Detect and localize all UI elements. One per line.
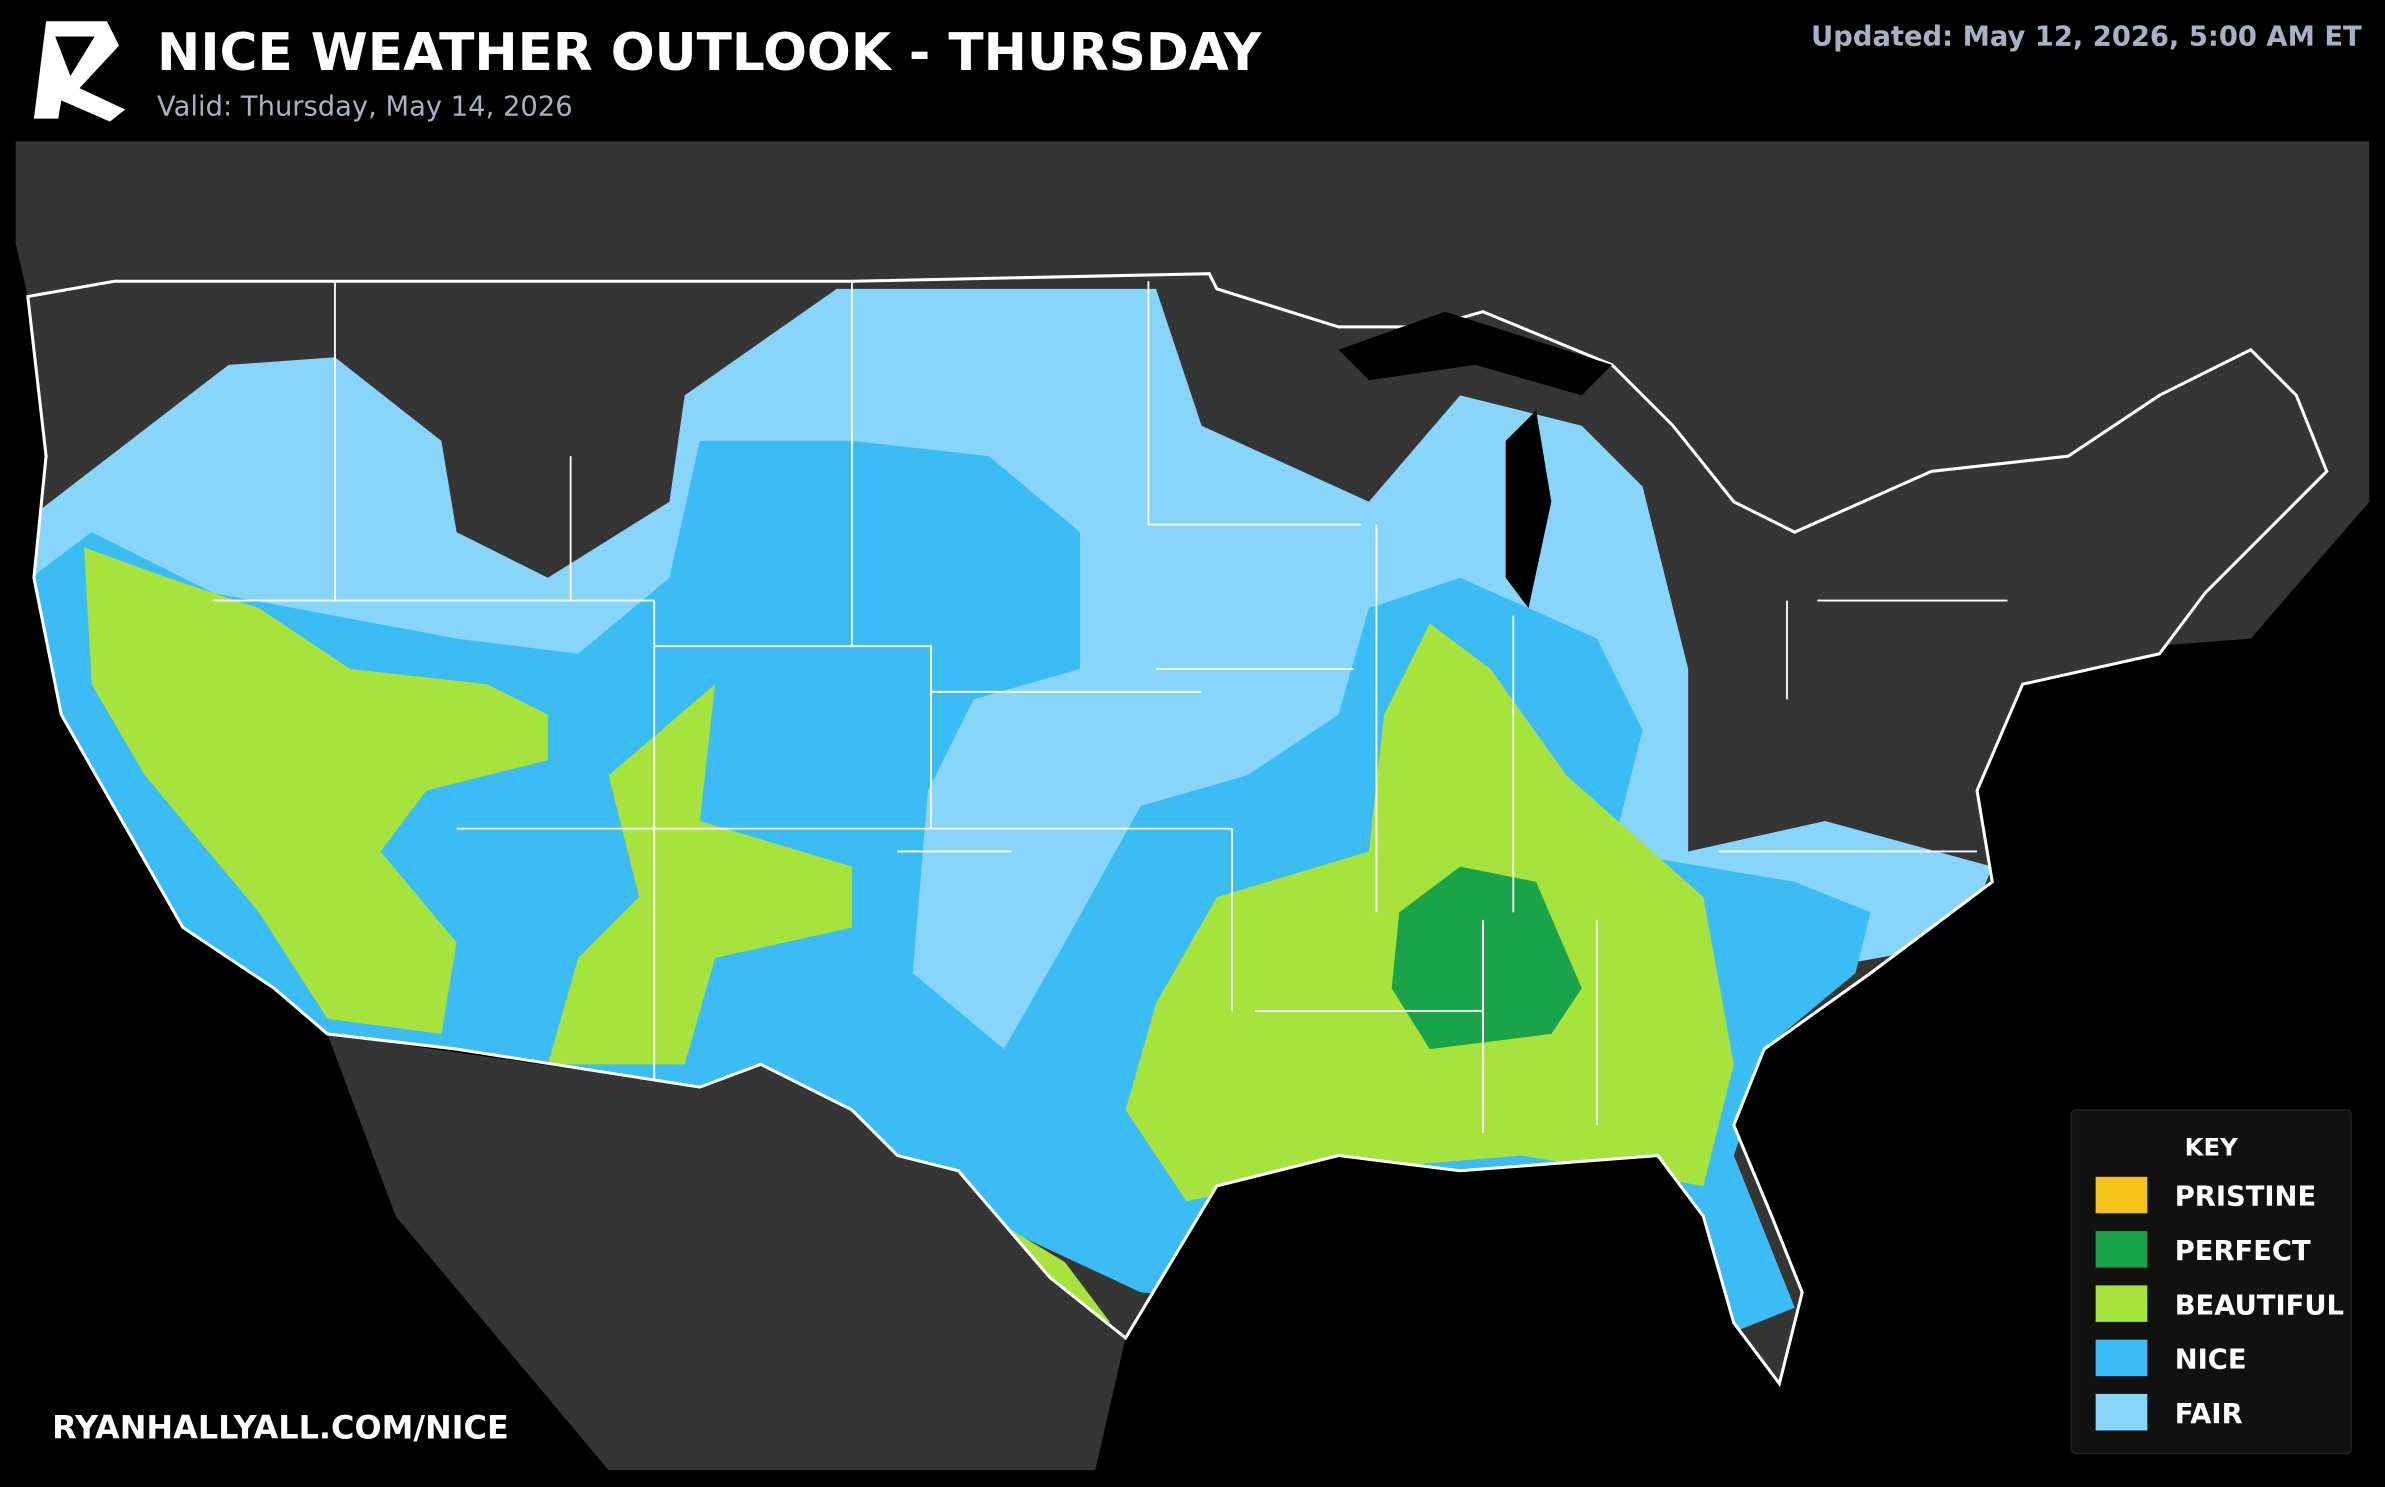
legend-label: BEAUTIFUL (2175, 1290, 2344, 1321)
state-lines (213, 281, 2008, 1133)
updated: Updated: May 12, 2026, 5:00 AM ET (1811, 22, 2362, 53)
legend-label: NICE (2175, 1345, 2247, 1376)
footer-url: RYANHALLYALL.COM/NICE (52, 1408, 509, 1446)
logo-mark (33, 21, 126, 122)
zone-beautiful (84, 547, 548, 1034)
legend-swatch (2095, 1339, 2148, 1377)
legend-title: KEY (2185, 1133, 2238, 1162)
map (15, 141, 2370, 1471)
logo-cut (55, 36, 95, 77)
lake-michigan (1505, 410, 1552, 609)
legend-swatch (2095, 1285, 2148, 1322)
title: NICE WEATHER OUTLOOK - THURSDAY (157, 23, 1262, 83)
subtitle: Valid: Thursday, May 14, 2026 (157, 92, 573, 123)
mexico (327, 1033, 1126, 1471)
zone-perfect (1391, 866, 1582, 1050)
legend-swatch (2095, 1231, 2148, 1268)
legend-label: FAIR (2175, 1399, 2243, 1430)
lake-superior (1338, 311, 1613, 396)
legend-label: PERFECT (2175, 1236, 2311, 1267)
legend-label: PRISTINE (2175, 1182, 2316, 1213)
legend: KEY PRISTINE PERFECT BEAUTIFUL NICE FAIR (2070, 1109, 2352, 1455)
logo (33, 21, 126, 122)
zone-beautiful (547, 684, 852, 1065)
legend-swatch (2095, 1393, 2148, 1431)
legend-swatch (2095, 1176, 2148, 1214)
